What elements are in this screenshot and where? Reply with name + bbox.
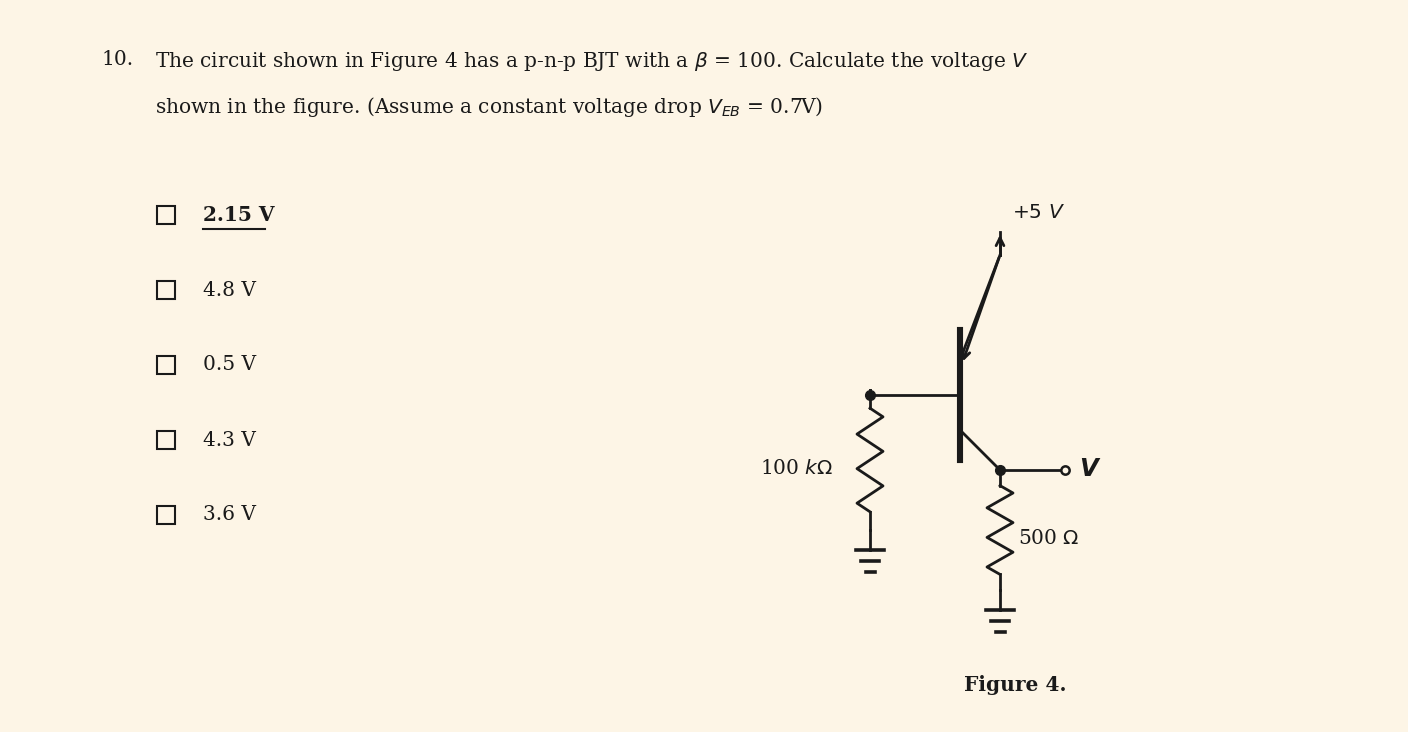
Text: 0.5 V: 0.5 V [203,356,256,375]
Text: 10.: 10. [101,50,134,69]
Text: $\boldsymbol{V}$: $\boldsymbol{V}$ [1079,458,1101,482]
Text: 100 $k\Omega$: 100 $k\Omega$ [760,458,834,477]
Text: 3.6 V: 3.6 V [203,506,256,525]
Text: $+5\ V$: $+5\ V$ [1012,202,1064,222]
Text: The circuit shown in Figure 4 has a p-n-p BJT with a $\beta$ = 100. Calculate th: The circuit shown in Figure 4 has a p-n-… [155,50,1028,73]
Text: shown in the figure. (Assume a constant voltage drop $V_{EB}$ = 0.7V): shown in the figure. (Assume a constant … [155,95,824,119]
Text: 4.8 V: 4.8 V [203,280,256,299]
Text: Figure 4.: Figure 4. [963,675,1066,695]
Bar [158,206,175,224]
Text: 500 $\Omega$: 500 $\Omega$ [1018,529,1080,548]
Bar [158,281,175,299]
Bar [158,356,175,374]
Bar [158,431,175,449]
Text: 4.3 V: 4.3 V [203,430,256,449]
Text: 2.15 V: 2.15 V [203,205,275,225]
Bar [158,506,175,524]
